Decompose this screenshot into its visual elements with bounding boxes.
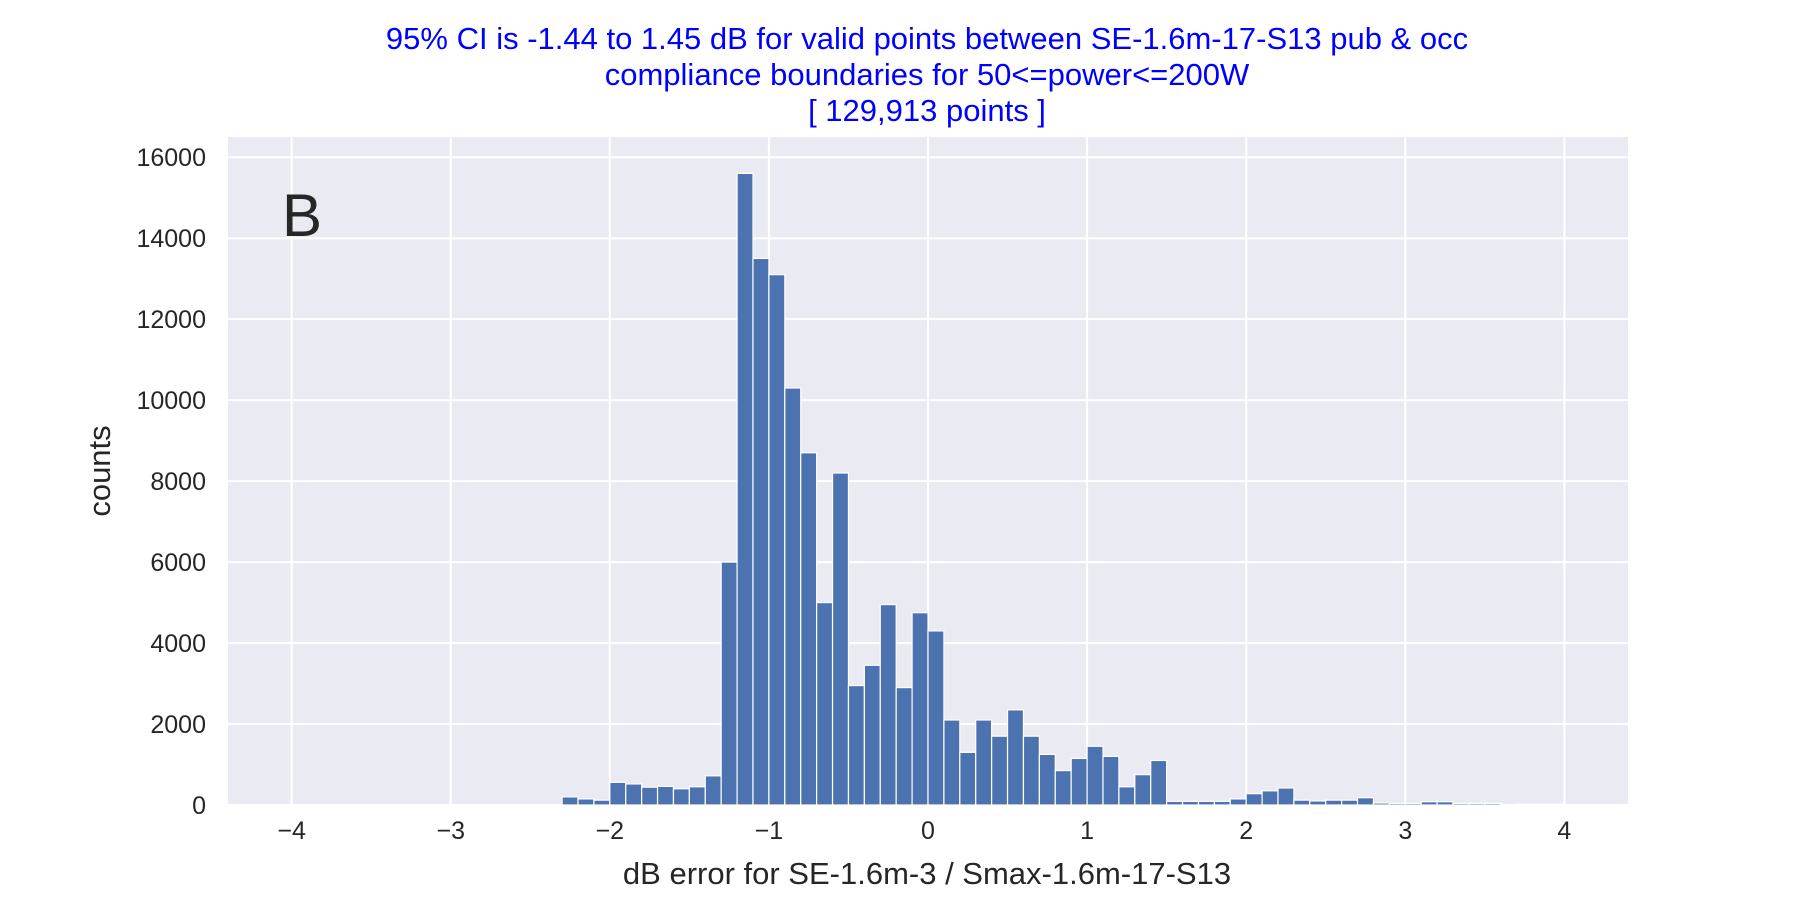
histogram-bar [1022, 735, 1040, 806]
x-tick-label: 4 [1557, 817, 1571, 845]
histogram-bar [688, 786, 706, 806]
histogram-bar [656, 785, 675, 806]
x-tick-label: 2 [1239, 817, 1253, 845]
histogram-bar [736, 172, 754, 806]
histogram-bar [577, 798, 595, 806]
histogram-bar [1054, 769, 1072, 806]
histogram-bar [1404, 802, 1422, 806]
histogram-bar [1325, 799, 1343, 806]
histogram-bar [625, 783, 643, 806]
y-tick-label: 2000 [150, 711, 206, 739]
title-line-1: 95% CI is -1.44 to 1.45 dB for valid poi… [386, 21, 1468, 56]
histogram-bar [1293, 799, 1311, 806]
histogram-bar [879, 603, 897, 806]
histogram-bar [720, 561, 738, 806]
histogram-bar [768, 274, 786, 806]
histogram-bar [1436, 801, 1454, 806]
histogram-bar [1213, 800, 1231, 806]
histogram-bar [1134, 774, 1152, 806]
histogram-bar [1388, 802, 1406, 806]
histogram-bar [704, 775, 722, 806]
histogram-bar [593, 799, 611, 806]
histogram-bar [641, 786, 659, 806]
x-tick-label: −2 [596, 817, 625, 845]
histogram-bar [831, 472, 850, 806]
x-tick-label: 0 [921, 817, 935, 845]
histogram-bar [863, 664, 881, 806]
histogram-bar [1341, 799, 1359, 806]
histogram-bar [752, 257, 770, 806]
histogram-bar [959, 751, 977, 806]
histogram-bar [1006, 709, 1025, 806]
histogram-bar [816, 601, 834, 806]
title-line-3: [ 129,913 points ] [808, 93, 1046, 128]
histogram-bar [1309, 800, 1327, 806]
histogram-bar [1372, 802, 1390, 806]
histogram-bar [561, 796, 579, 806]
y-tick-label: 6000 [150, 549, 206, 577]
histogram-bar [1118, 786, 1136, 806]
x-tick-label: 1 [1080, 817, 1094, 845]
histogram-bar [1484, 802, 1502, 806]
x-tick-label: −4 [277, 817, 306, 845]
y-tick-label: 10000 [136, 387, 206, 415]
histogram-bar [1086, 745, 1104, 806]
y-tick-label: 12000 [136, 306, 206, 334]
y-axis-label: counts [82, 425, 117, 516]
x-tick-label: 3 [1398, 817, 1412, 845]
histogram-bar [1452, 802, 1470, 806]
histogram-bar [1102, 755, 1120, 806]
histogram-bar [1070, 757, 1088, 806]
histogram-bar [1197, 800, 1215, 806]
chart-title: 95% CI is -1.44 to 1.45 dB for valid poi… [386, 21, 1468, 128]
title-line-2: compliance boundaries for 50<=power<=200… [605, 57, 1250, 92]
histogram-bar [847, 684, 865, 806]
y-tick-label: 0 [192, 792, 206, 820]
histogram-bar [1181, 800, 1200, 806]
y-tick-label: 8000 [150, 468, 206, 496]
histogram-bar [672, 788, 690, 806]
histogram-bar [1150, 759, 1168, 806]
histogram-bars [561, 172, 1565, 806]
histogram-bar [784, 387, 802, 806]
x-axis-ticks: −4 −3 −2 −1 0 1 2 3 4 [277, 817, 1571, 845]
histogram-bar [991, 735, 1009, 806]
y-axis-ticks: 0 2000 4000 6000 8000 10000 12000 14000 16000 [136, 144, 206, 820]
histogram-bar [1166, 800, 1184, 806]
histogram-bar [1420, 801, 1438, 806]
histogram-bar [609, 781, 627, 806]
histogram-bar [1516, 803, 1534, 806]
histogram-bar [1277, 787, 1295, 806]
histogram-bar [1356, 797, 1375, 806]
histogram-bar [1245, 793, 1263, 806]
histogram-bar [1547, 803, 1565, 806]
y-tick-label: 16000 [136, 144, 206, 172]
histogram-bar [1261, 790, 1279, 806]
histogram-bar [895, 686, 913, 806]
x-axis-label: dB error for SE-1.6m-3 / Smax-1.6m-17-S1… [623, 856, 1231, 891]
histogram-bar [975, 719, 993, 806]
x-tick-label: −1 [755, 817, 784, 845]
histogram-bar [927, 630, 945, 806]
y-tick-label: 4000 [150, 630, 206, 658]
histogram-bar [911, 612, 929, 806]
histogram-bar [943, 719, 961, 806]
x-tick-label: −3 [436, 817, 465, 845]
histogram-bar [800, 452, 818, 806]
panel-label: B [282, 182, 322, 249]
histogram-bar [1229, 798, 1247, 806]
histogram-bar [1531, 803, 1550, 806]
y-tick-label: 14000 [136, 225, 206, 253]
histogram-bar [1468, 802, 1486, 806]
histogram-bar [1038, 753, 1056, 806]
